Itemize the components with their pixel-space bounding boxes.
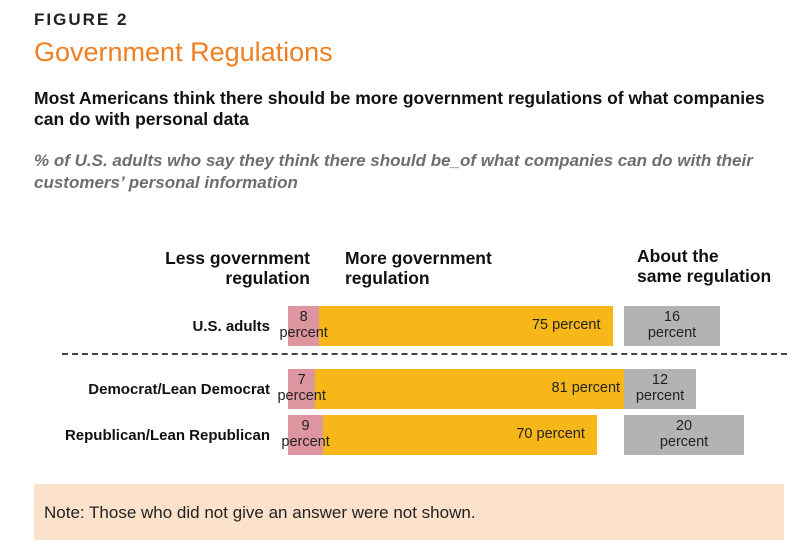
column-header-less-line2: regulation bbox=[225, 268, 310, 288]
data-label-more: 81 percent bbox=[551, 380, 621, 396]
data-label-same-unit: percent bbox=[647, 325, 697, 341]
bar-more-regulation bbox=[323, 415, 597, 455]
column-header-more-line2: regulation bbox=[345, 268, 430, 288]
data-label-less-value: 7 bbox=[297, 372, 306, 388]
data-label-less: 9 percent bbox=[274, 418, 337, 450]
group-divider bbox=[62, 353, 787, 355]
bar-less-regulation bbox=[288, 415, 324, 455]
data-label-less: 7 percent bbox=[274, 372, 329, 404]
bar-more-regulation bbox=[319, 306, 613, 346]
column-header-same-line2: same regulation bbox=[637, 266, 772, 286]
note-text: Note: Those who did not give an answer w… bbox=[44, 503, 476, 522]
data-label-more: 70 percent bbox=[516, 426, 585, 442]
bar-same-regulation bbox=[624, 306, 720, 346]
column-header-more-line1: More government bbox=[345, 248, 492, 268]
data-label-same: 20 percent bbox=[624, 418, 744, 450]
data-label-less-unit: percent bbox=[279, 325, 328, 341]
column-header-same-line1: About the bbox=[637, 246, 719, 266]
row-label: Democrat/Lean Democrat bbox=[88, 381, 270, 398]
bar-same-regulation bbox=[624, 369, 696, 409]
data-label-same-value: 12 bbox=[651, 372, 669, 388]
bar-more-regulation bbox=[315, 369, 633, 409]
row-label: U.S. adults bbox=[192, 318, 270, 335]
data-label-less-value: 9 bbox=[301, 418, 310, 434]
data-label-less-unit: percent bbox=[277, 388, 326, 404]
data-label-less: 8 percent bbox=[274, 309, 333, 341]
figure-label: FIGURE 2 bbox=[34, 10, 129, 29]
note-box: Note: Those who did not give an answer w… bbox=[34, 484, 784, 540]
column-header-less-line1: Less government bbox=[165, 248, 310, 268]
data-label-same-value: 16 bbox=[663, 309, 681, 325]
column-header-same: About the same regulation bbox=[637, 246, 771, 286]
chart-subtitle: Most Americans think there should be mor… bbox=[34, 88, 765, 129]
data-label-same: 12 percent bbox=[624, 372, 696, 404]
data-label-more: 75 percent bbox=[531, 317, 601, 333]
bar-same-regulation bbox=[624, 415, 744, 455]
data-label-less-unit: percent bbox=[281, 434, 330, 450]
column-header-more: More government regulation bbox=[345, 248, 492, 288]
data-label-less-value: 8 bbox=[299, 309, 308, 325]
data-label-same-unit: percent bbox=[635, 388, 685, 404]
bar-less-regulation bbox=[288, 369, 316, 409]
bar-less-regulation bbox=[288, 306, 320, 346]
row-label: Republican/Lean Republican bbox=[64, 427, 270, 444]
chart-title: Government Regulations bbox=[34, 37, 333, 67]
data-label-same: 16 percent bbox=[624, 309, 720, 341]
data-label-same-value: 20 bbox=[675, 418, 693, 434]
survey-question: % of U.S. adults who say they think ther… bbox=[34, 151, 753, 192]
column-header-less: Less government regulation bbox=[165, 248, 310, 288]
data-label-same-unit: percent bbox=[659, 434, 709, 450]
